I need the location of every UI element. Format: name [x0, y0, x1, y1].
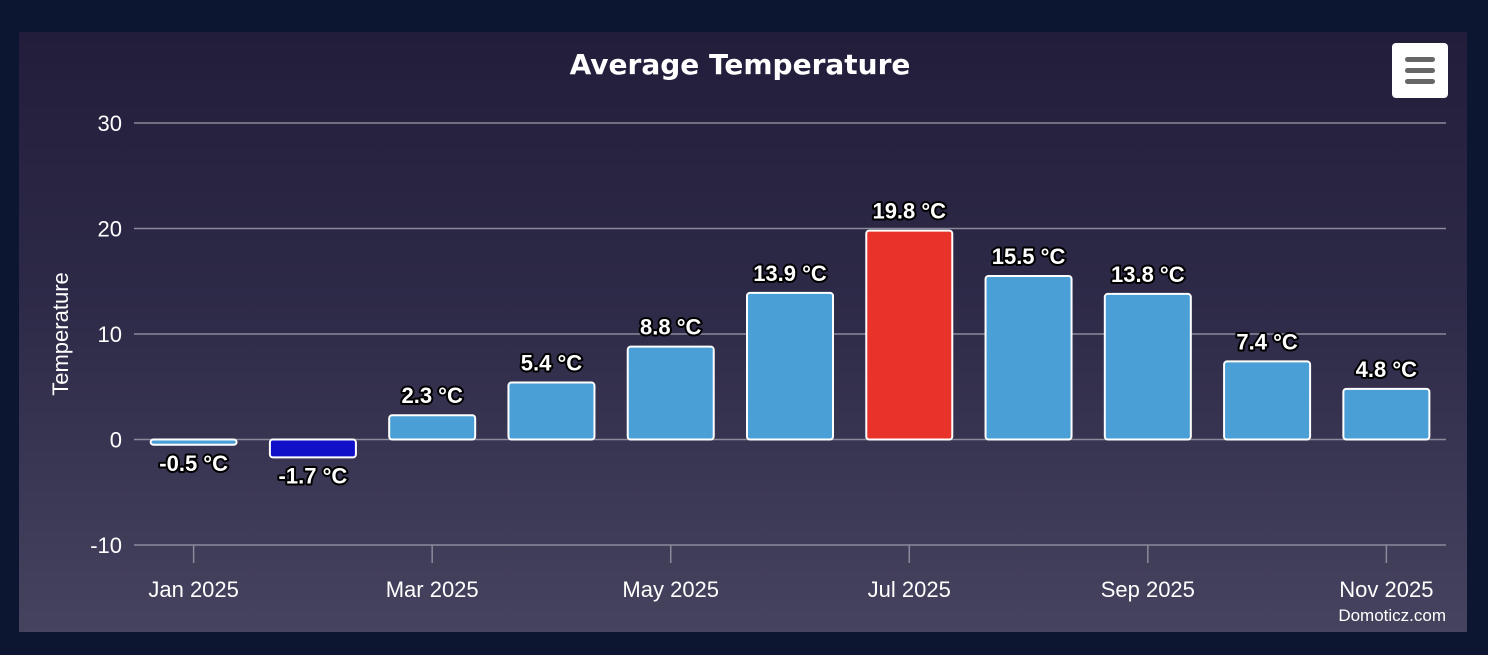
bar[interactable]	[507, 381, 596, 441]
data-label: 19.8 °C	[872, 199, 946, 224]
data-label: -0.5 °C	[159, 451, 228, 476]
data-label: 2.3 °C	[401, 383, 462, 408]
x-tick-label: Nov 2025	[1339, 577, 1433, 602]
x-tick-label: Mar 2025	[386, 577, 479, 602]
bar[interactable]	[746, 291, 834, 441]
hamburger-menu-icon-bar	[1405, 79, 1435, 84]
x-tick-label: May 2025	[622, 577, 719, 602]
data-label: 15.5 °C	[992, 244, 1066, 269]
bar[interactable]	[865, 229, 954, 441]
bar[interactable]	[268, 438, 357, 459]
x-axis: Jan 2025 Mar 2025 May 2025 Jul 2025 Sep 2025…	[148, 545, 1433, 602]
temperature-chart: Average Temperature -10 0 10 20 30 Temperatu…	[48, 48, 1446, 625]
bar[interactable]	[149, 438, 238, 446]
data-label: 13.9 °C	[753, 261, 827, 286]
data-label: -1.7 °C	[279, 463, 348, 488]
y-axis: -10 0 10 20 30	[90, 111, 122, 558]
y-tick-label: -10	[90, 533, 122, 558]
credit-link[interactable]: Domoticz.com	[1338, 606, 1446, 625]
bar[interactable]	[626, 345, 715, 441]
x-tick-label: Sep 2025	[1101, 577, 1195, 602]
x-tick-label: Jan 2025	[148, 577, 239, 602]
chart-title: Average Temperature	[570, 48, 911, 81]
chart-panel: Average Temperature -10 0 10 20 30 Temperatu…	[19, 32, 1467, 632]
bar[interactable]	[1103, 292, 1192, 441]
x-tick-label: Jul 2025	[868, 577, 951, 602]
data-label: 13.8 °C	[1111, 262, 1185, 287]
data-label: 5.4 °C	[521, 351, 582, 376]
bar[interactable]	[984, 274, 1073, 441]
hamburger-menu-icon-bar	[1405, 68, 1435, 73]
bars	[149, 229, 1431, 459]
bar[interactable]	[388, 414, 477, 441]
y-axis-title: Temperature	[48, 272, 73, 396]
bar[interactable]	[1342, 387, 1431, 441]
bar[interactable]	[1223, 360, 1312, 441]
y-tick-label: 10	[98, 322, 122, 347]
data-labels: -0.5 °C -1.7 °C 2.3 °C 5.4 °C 8.8 °C 13.9 °C 1…	[157, 197, 1419, 491]
chart-menu-button[interactable]	[1392, 43, 1448, 98]
hamburger-menu-icon	[1405, 57, 1435, 62]
data-label: 4.8 °C	[1356, 357, 1417, 382]
y-tick-label: 30	[98, 111, 122, 136]
data-label: 8.8 °C	[640, 315, 701, 340]
y-tick-label: 20	[98, 217, 122, 242]
y-tick-label: 0	[110, 428, 122, 453]
data-label: 7.4 °C	[1236, 329, 1297, 354]
